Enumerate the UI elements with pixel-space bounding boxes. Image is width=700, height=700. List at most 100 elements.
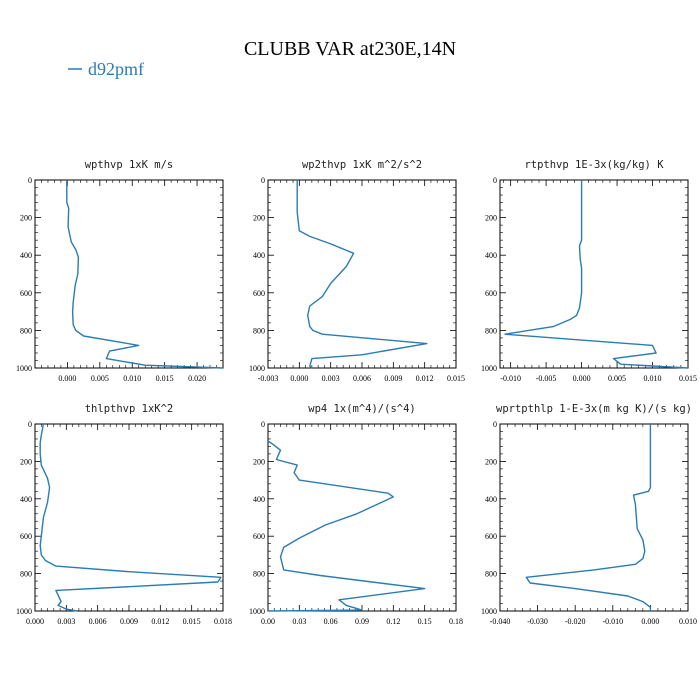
- y-tick-label: 800: [253, 570, 265, 579]
- chart-panel-2: wp2thvp 1xK m^2/s^2 0 200 400 600 800 1000-0.0…: [249, 159, 465, 383]
- y-tick-label: 400: [253, 251, 265, 260]
- plot-frame: [34, 179, 224, 369]
- x-tick-label: 0.15: [418, 617, 432, 626]
- y-tick-label: 200: [20, 457, 32, 466]
- y-tick-label: 600: [20, 289, 32, 298]
- x-tick-label: 0.03: [292, 617, 306, 626]
- y-tick-label: 1000: [481, 364, 497, 373]
- panel-title: wp2thvp 1xK m^2/s^2: [302, 159, 422, 171]
- x-tick-label: -0.010: [602, 617, 623, 626]
- y-tick-label: 400: [253, 495, 265, 504]
- x-tick-label: -0.003: [258, 374, 279, 383]
- x-tick-label: 0.015: [183, 617, 201, 626]
- x-tick-label: 0.020: [188, 374, 206, 383]
- y-tick-label: 400: [485, 251, 497, 260]
- panel-title: wpthvp 1xK m/s: [85, 159, 174, 171]
- x-tick-label: 0.018: [214, 617, 232, 626]
- figure-title: CLUBB VAR at230E,14N: [244, 38, 456, 60]
- series-line-d92pmf: [504, 180, 689, 369]
- x-tick-label: 0.09: [355, 617, 369, 626]
- y-tick-label: 200: [253, 214, 265, 223]
- x-tick-label: 0.015: [679, 374, 697, 383]
- x-tick-label: 0.010: [679, 617, 697, 626]
- y-tick-label: 600: [485, 532, 497, 541]
- y-tick-label: 0: [261, 420, 265, 429]
- legend-label: d92pmf: [88, 59, 144, 79]
- y-tick-label: 1000: [16, 364, 32, 373]
- x-tick-label: 0.003: [322, 374, 340, 383]
- x-tick-label: -0.030: [527, 617, 548, 626]
- y-tick-label: 800: [485, 570, 497, 579]
- x-tick-label: 0.18: [449, 617, 463, 626]
- x-tick-label: 0.06: [324, 617, 338, 626]
- x-tick-label: 0.00: [261, 617, 275, 626]
- x-tick-label: -0.020: [565, 617, 586, 626]
- y-tick-label: 0: [28, 420, 32, 429]
- y-tick-label: 200: [485, 214, 497, 223]
- y-tick-label: 0: [261, 176, 265, 185]
- x-tick-label: 0.005: [91, 374, 109, 383]
- y-tick-label: 400: [485, 495, 497, 504]
- y-tick-label: 600: [253, 289, 265, 298]
- x-tick-label: 0.009: [384, 374, 402, 383]
- panel-title: wprtpthlp 1-E-3x(m kg K)/(s kg): [496, 403, 692, 415]
- panel-title: thlpthvp 1xK^2: [85, 403, 174, 415]
- y-tick-label: 200: [485, 457, 497, 466]
- panel-title: wp4 1x(m^4)/(s^4): [308, 403, 415, 415]
- y-tick-label: 0: [28, 176, 32, 185]
- x-tick-label: 0.005: [608, 374, 626, 383]
- series-line-d92pmf: [66, 180, 224, 369]
- x-tick-label: -0.010: [500, 374, 521, 383]
- x-tick-label: 0.015: [447, 374, 465, 383]
- plot-frame: [267, 179, 457, 369]
- plot-frame: [499, 423, 689, 612]
- plot-frame: [499, 179, 689, 369]
- y-tick-label: 600: [253, 532, 265, 541]
- chart-panel-6: wprtpthlp 1-E-3x(m kg K)/(s kg) 0 200 400 60…: [481, 403, 697, 626]
- y-tick-label: 400: [20, 251, 32, 260]
- series-line-d92pmf: [525, 424, 652, 611]
- x-tick-label: 0.000: [641, 617, 659, 626]
- y-tick-label: 800: [253, 326, 265, 335]
- legend: d92pmf: [68, 59, 144, 79]
- y-tick-label: 200: [20, 214, 32, 223]
- y-tick-label: 200: [253, 457, 265, 466]
- x-tick-label: 0.012: [151, 617, 169, 626]
- x-tick-label: 0.015: [156, 374, 174, 383]
- x-tick-label: -0.040: [490, 617, 511, 626]
- panel-title: rtpthvp 1E-3x(kg/kg) K: [524, 159, 664, 171]
- x-tick-label: 0.000: [573, 374, 591, 383]
- x-tick-label: 0.003: [57, 617, 75, 626]
- x-tick-label: 0.12: [386, 617, 400, 626]
- y-tick-label: 1000: [481, 607, 497, 616]
- y-tick-label: 800: [485, 326, 497, 335]
- x-tick-label: 0.009: [120, 617, 138, 626]
- y-tick-label: 600: [20, 532, 32, 541]
- x-tick-label: 0.010: [644, 374, 662, 383]
- series-line-d92pmf: [296, 180, 428, 369]
- x-tick-label: 0.006: [353, 374, 371, 383]
- y-tick-label: 800: [20, 326, 32, 335]
- y-tick-label: 1000: [16, 607, 32, 616]
- plot-frame: [267, 423, 457, 612]
- x-tick-label: 0.006: [89, 617, 107, 626]
- series-line-d92pmf: [267, 440, 426, 612]
- y-tick-label: 1000: [249, 607, 265, 616]
- chart-panel-3: rtpthvp 1E-3x(kg/kg) K02004006008001000-…: [481, 159, 697, 383]
- y-tick-label: 400: [20, 495, 32, 504]
- series-line-d92pmf: [39, 423, 222, 612]
- x-tick-label: 0.010: [123, 374, 141, 383]
- x-tick-label: 0.000: [58, 374, 76, 383]
- y-tick-label: 0: [493, 420, 497, 429]
- y-tick-label: 1000: [249, 364, 265, 373]
- chart-panel-1: wpthvp 1xK m/s 0 200 400 600 800 1000 0.000 0.00…: [16, 159, 224, 383]
- y-tick-label: 800: [20, 570, 32, 579]
- y-tick-label: 600: [485, 289, 497, 298]
- x-tick-label: -0.005: [536, 374, 557, 383]
- y-tick-label: 0: [493, 176, 497, 185]
- x-tick-label: 0.000: [26, 617, 44, 626]
